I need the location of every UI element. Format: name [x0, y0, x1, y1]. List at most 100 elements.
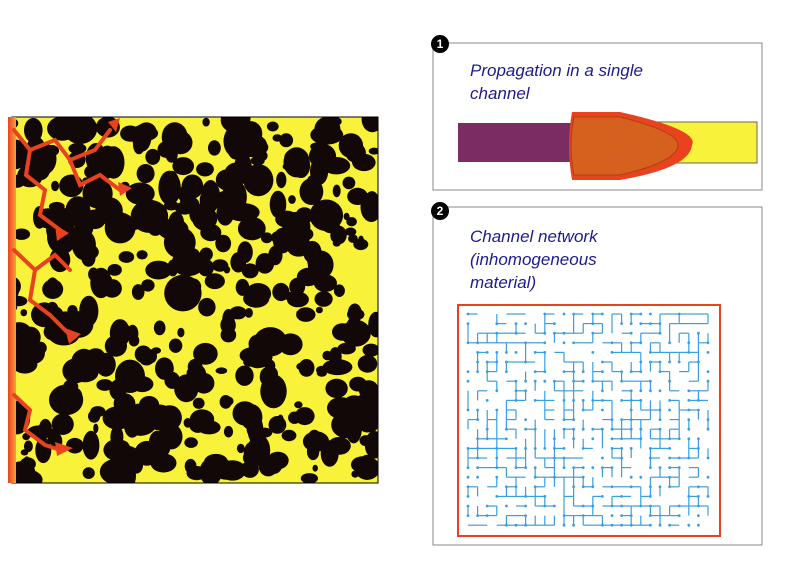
network-node [553, 379, 556, 383]
channel-network [466, 312, 710, 527]
defect-blob [65, 196, 91, 228]
network-node [476, 360, 479, 364]
network-node [639, 312, 643, 316]
network-node [505, 485, 508, 489]
network-node [495, 466, 499, 469]
network-node [581, 427, 585, 431]
defect-blob [191, 369, 208, 385]
network-node [668, 447, 671, 450]
network-node [485, 351, 489, 354]
defect-blob [67, 305, 78, 317]
network-node [591, 427, 595, 431]
defect-blob [349, 376, 367, 392]
network-node [524, 523, 527, 527]
defect-blob [245, 283, 272, 305]
network-node [562, 399, 566, 402]
network-node [610, 427, 614, 431]
network-node [476, 370, 479, 373]
network-node [524, 495, 527, 498]
network-node [668, 485, 671, 489]
network-node [639, 504, 643, 508]
network-node [485, 370, 489, 373]
network-node [706, 475, 710, 479]
network-node [514, 523, 518, 527]
defect-blob [359, 435, 373, 447]
network-node [476, 475, 479, 479]
network-node [668, 408, 671, 412]
network-node [620, 418, 623, 421]
network-node [601, 466, 604, 469]
channel-tips [55, 118, 132, 456]
network-node [649, 360, 652, 364]
material-sample [12, 117, 378, 483]
network-node [562, 312, 566, 316]
network-node [524, 341, 527, 345]
network-node [687, 399, 691, 402]
network-node [658, 322, 662, 325]
network-node [629, 418, 633, 421]
defect-blob [136, 250, 148, 260]
network-node [687, 437, 691, 441]
network-node [658, 427, 662, 431]
network-node [610, 466, 614, 469]
network-node [649, 456, 652, 460]
network-node [562, 456, 566, 460]
network-node [658, 331, 662, 335]
defect-blob [241, 263, 259, 279]
network-node [620, 399, 623, 402]
panel-number: 1 [437, 37, 444, 51]
defect-blob [23, 440, 33, 453]
network-node [629, 322, 633, 325]
defect-blob [354, 393, 378, 412]
defect-blob [110, 425, 124, 448]
network-node [543, 312, 547, 316]
network-node [476, 514, 479, 517]
network-node [591, 437, 595, 441]
network-node [591, 351, 595, 354]
network-node [572, 437, 575, 441]
defect-blob [351, 456, 375, 473]
network-node [697, 514, 700, 517]
network-node [562, 331, 566, 335]
defect-blob [133, 135, 145, 155]
network-node [601, 312, 604, 316]
network-node [514, 466, 518, 469]
network-node [572, 485, 575, 489]
network-node [601, 427, 604, 431]
network-node [581, 475, 585, 479]
network-node [601, 523, 604, 527]
defect-blob [192, 397, 205, 409]
network-node [706, 495, 710, 498]
network-node [649, 495, 652, 498]
network-node [533, 475, 537, 479]
network-node [524, 322, 527, 325]
network-node [505, 370, 508, 373]
defect-blob [299, 178, 324, 206]
network-node [687, 523, 691, 527]
channel [12, 128, 62, 232]
network-node [466, 514, 470, 517]
panel-caption: channel [470, 84, 531, 103]
defect-blob [229, 306, 247, 320]
panel-marker [431, 35, 449, 53]
network-node [629, 331, 633, 335]
network-node [533, 370, 537, 373]
network-node [591, 466, 595, 469]
network-node [706, 370, 710, 373]
network-node [620, 523, 623, 527]
network-node [581, 466, 585, 469]
network-node [514, 331, 518, 335]
network-node [572, 312, 575, 316]
tip [118, 182, 132, 196]
network-node [533, 466, 537, 469]
network-node [505, 504, 508, 508]
network-node [495, 408, 499, 412]
defect-blob [239, 347, 264, 364]
network-node [562, 523, 566, 527]
network-node [658, 370, 662, 373]
defect-blob [196, 162, 214, 177]
network-node [466, 408, 470, 412]
defect-blob [268, 245, 283, 266]
defect-blob [129, 223, 139, 231]
network-node [639, 427, 643, 431]
